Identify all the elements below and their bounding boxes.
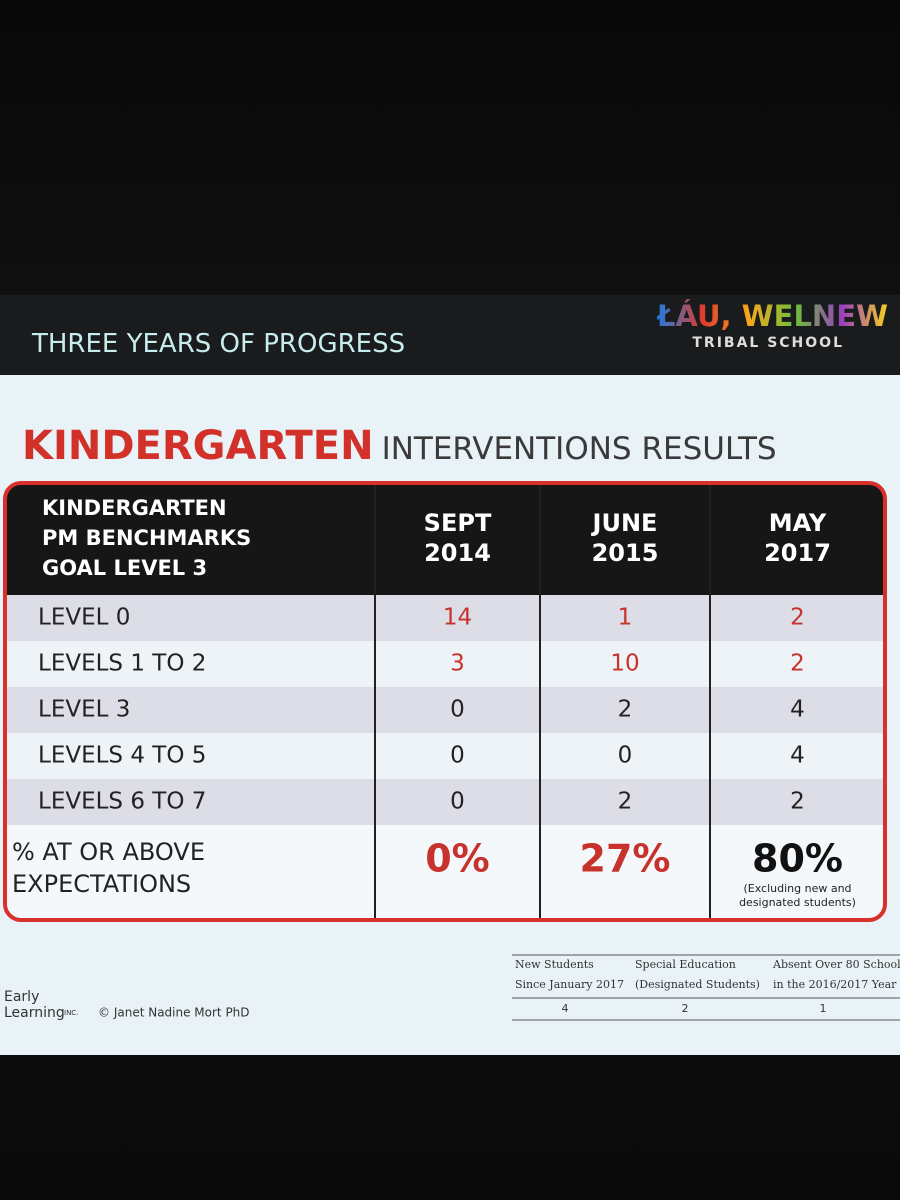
heading-main: KINDERGARTEN [22, 423, 374, 469]
copyright: © Janet Nadine Mort PhD [98, 1006, 250, 1020]
row-bg [5, 641, 885, 687]
table: KINDERGARTEN PM BENCHMARKS GOAL LEVEL 3 SEP… [3, 481, 900, 1021]
note-value: 1 [820, 1002, 827, 1015]
row-bg [5, 687, 885, 733]
cell-value: 3 [450, 651, 465, 677]
summary-value: 0% [425, 837, 490, 881]
row-label: LEVEL 0 [38, 605, 130, 631]
row-label: LEVELS 6 TO 7 [38, 789, 206, 815]
row-bg [5, 595, 885, 641]
summary-note: designated students) [739, 896, 856, 909]
slide: THREE YEARS OF PROGRESS ŁÁU, WELNEW TRIB… [0, 295, 900, 1055]
cell-value: 2 [790, 605, 805, 631]
brand-suffix: INC. [64, 1009, 78, 1017]
summary-label: % AT OR ABOVE [12, 838, 205, 866]
banner: THREE YEARS OF PROGRESS ŁÁU, WELNEW TRIB… [0, 295, 900, 375]
note-header: New Students [515, 958, 594, 971]
cell-value: 1 [618, 605, 633, 631]
row-label: LEVELS 4 TO 5 [38, 743, 206, 769]
column-header: MAY [769, 509, 827, 537]
cell-value: 14 [443, 605, 472, 631]
header-bg [5, 483, 885, 595]
slide-title: THREE YEARS OF PROGRESS [32, 329, 406, 359]
note-header: (Designated Students) [635, 978, 760, 991]
note-header: in the 2016/2017 Year [773, 978, 897, 991]
column-header: PM BENCHMARKS [42, 526, 251, 550]
note-header: Absent Over 80 School D [772, 958, 900, 971]
summary-label: EXPECTATIONS [12, 870, 191, 898]
cell-value: 10 [610, 651, 639, 677]
cell-value: 0 [450, 789, 465, 815]
row-label: LEVELS 1 TO 2 [38, 651, 206, 677]
cell-value: 2 [618, 789, 633, 815]
brand: Early [4, 989, 39, 1005]
cell-value: 2 [790, 789, 805, 815]
column-header: 2015 [592, 539, 659, 567]
column-header: JUNE [591, 509, 658, 537]
column-header: GOAL LEVEL 3 [42, 556, 207, 580]
row-bg [5, 779, 885, 825]
note-value: 2 [682, 1002, 689, 1015]
column-header: KINDERGARTEN [42, 496, 227, 520]
summary-note: (Excluding new and [743, 882, 851, 895]
cell-value: 0 [618, 743, 633, 769]
logo-subtitle: TRIBAL SCHOOL [692, 335, 844, 351]
brand: Learning [4, 1005, 65, 1021]
summary-value: 80% [752, 837, 843, 881]
cell-value: 4 [790, 743, 805, 769]
column-header: 2014 [424, 539, 491, 567]
note-value: 4 [562, 1002, 569, 1015]
table-border [3, 481, 887, 922]
column-header: 2017 [764, 539, 831, 567]
cell-value: 2 [618, 697, 633, 723]
summary-value: 27% [580, 837, 671, 881]
note-header: Since January 2017 [515, 978, 624, 991]
logo: ŁÁU, WELNEW [656, 299, 888, 333]
heading: KINDERGARTEN INTERVENTIONS RESULTS [22, 423, 777, 469]
note-header: Special Education [635, 958, 736, 971]
row-bg [5, 733, 885, 779]
row-label: LEVEL 3 [38, 697, 130, 723]
cell-value: 0 [450, 743, 465, 769]
column-header: SEPT [424, 509, 492, 537]
heading-rest: INTERVENTIONS RESULTS [381, 431, 777, 467]
cell-value: 4 [790, 697, 805, 723]
cell-value: 0 [450, 697, 465, 723]
cell-value: 2 [790, 651, 805, 677]
